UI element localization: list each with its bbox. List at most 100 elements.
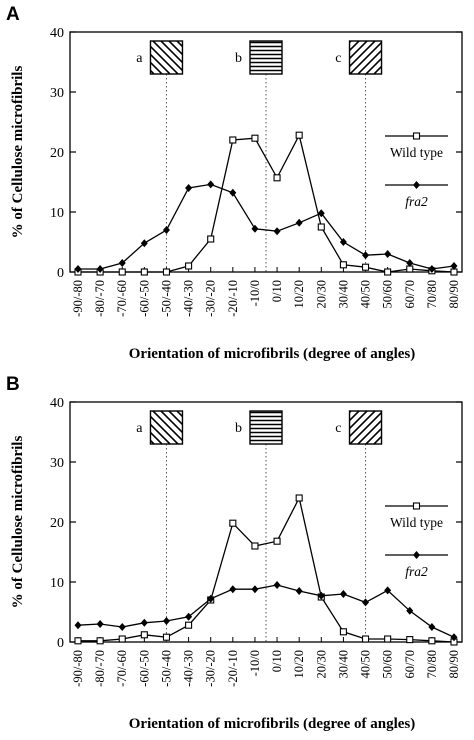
x-tick-label: -70/-60 <box>115 650 129 687</box>
wild-type-point <box>74 637 82 645</box>
wild-type-point <box>162 268 171 276</box>
x-tick-label: 30/40 <box>336 280 350 308</box>
orientation-box-label: b <box>235 51 242 66</box>
fra2-point <box>140 239 148 248</box>
series-line-fra2 <box>78 183 455 270</box>
y-tick-label: 20 <box>50 146 64 161</box>
series-line-wild-type <box>78 496 455 643</box>
wild-type-point <box>229 519 237 527</box>
wild-type-point <box>339 261 347 269</box>
chart-panel-b: B 0 10 20 30 40 -90/-80 -80/-70 -70/-60 -60/-50 -5… <box>0 370 474 740</box>
fra2-point <box>362 598 370 607</box>
wild-type-point <box>140 268 148 276</box>
fra2-point <box>118 623 126 631</box>
fra2-point <box>229 188 237 197</box>
x-tick-label: -30/-20 <box>204 280 218 317</box>
x-tick-label: -10/0 <box>248 650 262 676</box>
fra2-point <box>207 180 215 189</box>
fra2-point <box>428 623 436 631</box>
x-tick-label: -40/-30 <box>182 280 196 317</box>
orientation-box-c <box>348 410 383 445</box>
wild-type-point <box>361 263 370 271</box>
wild-type-point <box>295 494 303 502</box>
orientation-box-c <box>348 40 383 75</box>
x-tick-label: 80/90 <box>447 650 461 678</box>
legend-marker-fra2 <box>413 551 420 559</box>
wild-type-point <box>339 628 347 636</box>
fra2-point <box>273 227 281 236</box>
fra2-point <box>185 612 193 621</box>
x-tick-label: 60/70 <box>403 280 417 308</box>
fra2-point <box>273 581 281 589</box>
fra2-point <box>207 594 215 603</box>
fra2-point <box>406 606 414 615</box>
x-tick-label: 30/40 <box>336 650 350 678</box>
series-line-fra2 <box>77 584 455 638</box>
fra2-point <box>317 209 325 218</box>
legend-marker-fra2 <box>413 181 420 189</box>
fra2-point <box>339 590 347 598</box>
wild-type-point <box>251 542 259 550</box>
x-tick-label: -90/-80 <box>71 650 85 687</box>
x-tick-label: 10/20 <box>292 280 306 308</box>
y-tick-label: 20 <box>50 516 64 531</box>
orientation-box-a <box>149 40 184 75</box>
fra2-point <box>450 633 458 642</box>
fra2-point <box>428 265 436 273</box>
legend-marker-wild-type <box>412 132 421 140</box>
wild-type-point <box>428 637 436 645</box>
x-tick-label: 40/50 <box>359 650 373 678</box>
wild-type-point <box>118 268 126 276</box>
y-tick-label: 10 <box>50 576 64 591</box>
y-tick-label: 40 <box>50 396 64 411</box>
fra2-point <box>384 250 392 258</box>
x-tick-label: 0/10 <box>270 280 284 302</box>
wild-type-point <box>185 262 193 270</box>
x-tick-label: -10/0 <box>248 280 262 306</box>
fra2-point <box>251 585 259 594</box>
legend-label: Wild type <box>390 145 443 160</box>
x-tick-label: -40/-30 <box>182 650 196 687</box>
orientation-box-label: a <box>136 421 143 436</box>
wild-type-point <box>384 268 392 276</box>
y-tick-label: 30 <box>50 456 64 471</box>
x-tick-label: -20/-10 <box>226 650 240 687</box>
chart-panel-a: A 0 10 20 30 40 -90/-80 -80/-70 -70/-60 -60/-50 -5… <box>6 4 463 362</box>
fra2-point <box>251 224 259 233</box>
panel-label: A <box>6 4 20 25</box>
wild-type-point <box>162 633 171 641</box>
x-tick-label: -50/-40 <box>159 650 173 687</box>
panel-label: B <box>6 374 20 395</box>
wild-type-point <box>229 136 237 144</box>
orientation-box-label: a <box>136 51 143 66</box>
wild-type-point <box>361 635 370 643</box>
x-tick-label: -90/-80 <box>71 280 85 317</box>
x-tick-label: 40/50 <box>359 280 373 308</box>
fra2-point <box>362 251 370 260</box>
fra2-point <box>140 618 148 627</box>
y-tick-label: 10 <box>50 206 64 221</box>
fra2-point <box>384 586 392 595</box>
fra2-point <box>339 238 347 246</box>
legend-label: Wild type <box>390 515 443 530</box>
x-tick-label: 20/30 <box>314 280 328 308</box>
wild-type-point <box>384 635 392 643</box>
wild-type-point <box>295 131 303 139</box>
y-tick-label: 0 <box>57 636 64 651</box>
x-tick-label: 0/10 <box>270 650 284 672</box>
chart-a-svg: A 0 10 20 30 40 -90/-80 -80/-70 -70/-60 -60/-50 -5… <box>6 4 463 362</box>
x-tick-label: -50/-40 <box>159 280 173 317</box>
wild-type-point <box>251 134 259 142</box>
wild-type-point <box>317 223 325 231</box>
wild-type-point <box>273 537 281 545</box>
fra2-point <box>185 184 193 192</box>
x-tick-label: 50/60 <box>381 650 395 678</box>
x-tick-label: -60/-50 <box>137 650 151 687</box>
fra2-point <box>162 617 170 625</box>
orientation-box-b <box>249 410 283 445</box>
x-tick-label: 20/30 <box>314 650 328 678</box>
fra2-point <box>96 620 104 628</box>
x-tick-label: -60/-50 <box>137 280 151 317</box>
orientation-box-label: c <box>335 51 341 66</box>
x-tick-label: -80/-70 <box>93 650 107 687</box>
